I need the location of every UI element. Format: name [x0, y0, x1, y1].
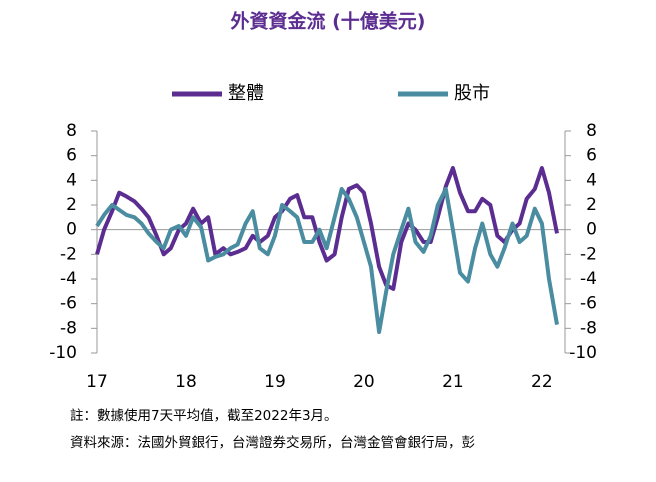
x-tick-label: 21 [442, 372, 464, 392]
series-line [95, 187, 559, 334]
y2-tick-label: -6 [580, 294, 597, 314]
y2-tick-label: 6 [586, 146, 597, 166]
y2-tick-label: -2 [580, 244, 597, 264]
y-tick-label: -2 [60, 244, 77, 264]
legend-label: 整體 [228, 83, 264, 104]
y-tick-label: 6 [66, 146, 77, 166]
y2-tick-label: -4 [580, 269, 597, 289]
chart-title: 外資資金流 (十億美元) [231, 10, 426, 33]
x-tick-label: 18 [175, 372, 197, 392]
note: 資料來源：法國外貿銀行，台灣證券交易所，台灣金管會銀行局，彭 [70, 434, 475, 451]
y-tick-label: -4 [60, 269, 77, 289]
y-tick-label: -8 [60, 318, 77, 338]
y2-tick-label: -10 [569, 343, 597, 363]
y-tick-label: 8 [66, 121, 77, 141]
y2-tick-label: 0 [586, 220, 597, 240]
y-tick-label: -10 [49, 343, 77, 363]
y-tick-label: 0 [66, 220, 77, 240]
x-tick-label: 19 [264, 372, 286, 392]
x-tick-label: 17 [86, 372, 108, 392]
y2-tick-label: 4 [586, 170, 597, 190]
y-tick-label: 4 [66, 170, 77, 190]
y2-tick-label: 8 [586, 121, 597, 141]
y2-tick-label: 2 [586, 195, 597, 215]
series-line [95, 166, 559, 291]
y-tick-label: 2 [66, 195, 77, 215]
x-tick-label: 20 [353, 372, 375, 392]
legend-label: 股市 [454, 83, 490, 104]
y2-tick-label: -8 [580, 318, 597, 338]
x-tick-label: 22 [531, 372, 553, 392]
y-tick-label: -6 [60, 294, 77, 314]
note: 註：數據使用7天平均值，截至2022年3月。 [70, 407, 338, 424]
